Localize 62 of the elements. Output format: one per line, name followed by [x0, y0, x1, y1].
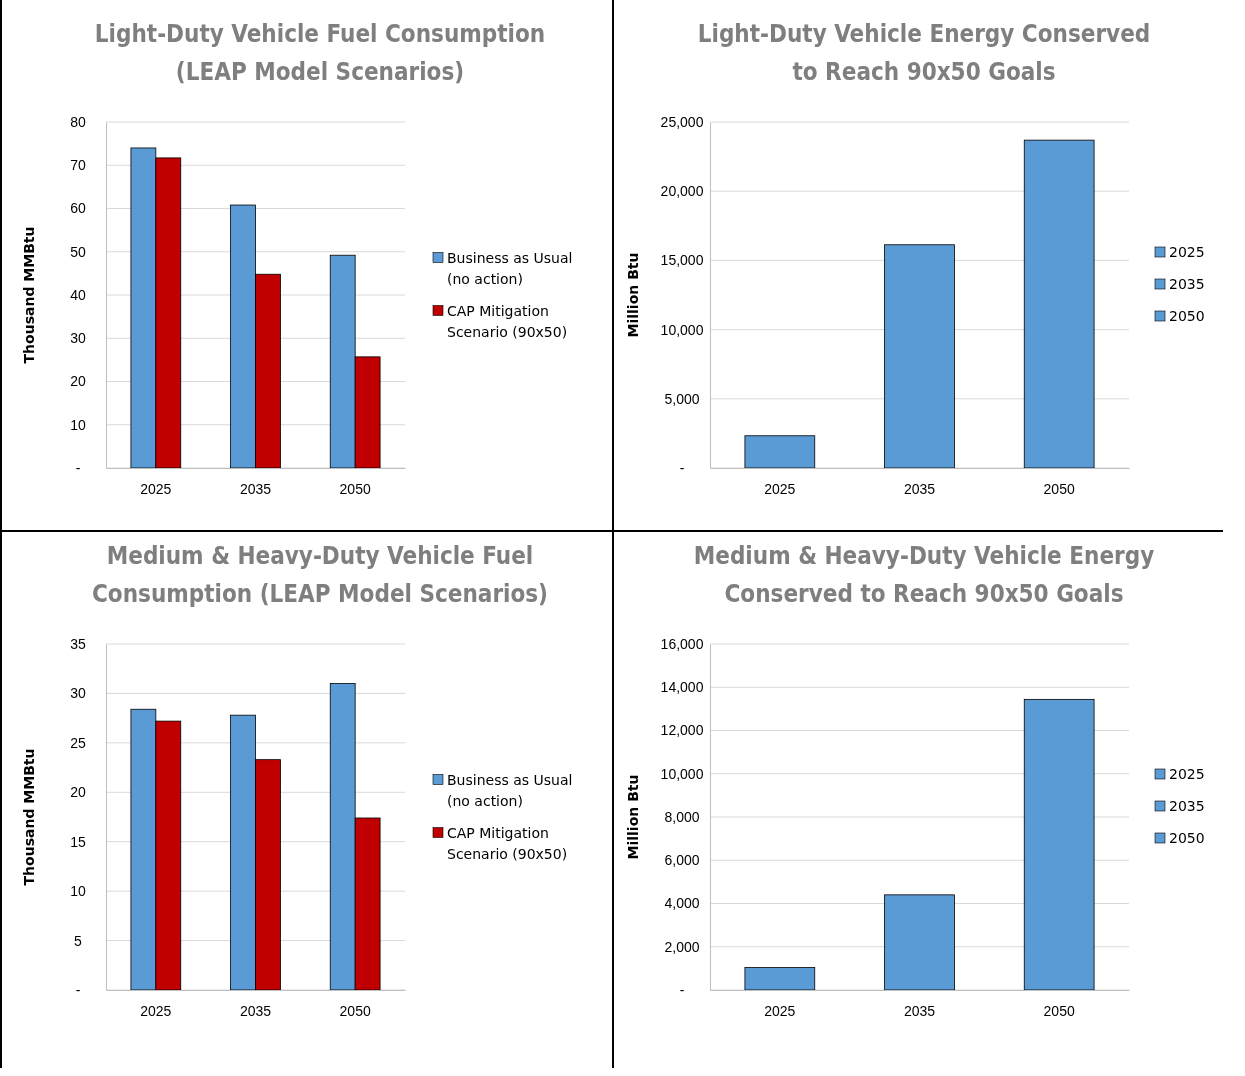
y-tick-label: -	[75, 459, 81, 476]
y-tick-label: 20	[70, 373, 86, 390]
chart-title: Medium & Heavy-Duty Vehicle Fuel Consumption (LEAP Model Scenarios)	[92, 542, 548, 608]
y-tick-label: 20	[70, 784, 86, 801]
y-tick-label: 40	[70, 286, 86, 303]
y-tick-label: 60	[70, 200, 86, 217]
y-tick-label: 10	[70, 416, 86, 433]
y-tick-label: 30	[70, 330, 86, 347]
y-tick-label: 10,000	[660, 765, 704, 782]
x-tick-label: 2035	[903, 1002, 936, 1019]
legend-label: CAP Mitigation Scenario (90x50)	[447, 824, 568, 862]
legend-label: 2050	[1169, 308, 1205, 324]
y-tick-label: 15,000	[660, 252, 704, 269]
legend-label: Business as Usual (no action)	[447, 249, 573, 287]
y-tick-label: 15	[70, 833, 86, 850]
x-tick-label: 2050	[339, 480, 371, 497]
legend-label: 2025	[1169, 244, 1205, 260]
y-axis-title: Million Btu	[625, 774, 641, 860]
y-tick-label: 35	[70, 635, 86, 652]
y-tick-label: 80	[70, 113, 86, 130]
x-tick-label: 2035	[239, 480, 272, 497]
y-tick-label: -	[679, 981, 685, 998]
x-tick-label: 2025	[764, 1002, 796, 1019]
y-tick-label: 70	[70, 157, 86, 174]
legend-label: CAP Mitigation Scenario (90x50)	[447, 302, 568, 340]
y-tick-label: 25	[70, 734, 86, 751]
x-tick-label: 2050	[1043, 1002, 1075, 1019]
x-tick-label: 2050	[339, 1002, 371, 1019]
legend-label: Business as Usual (no action)	[447, 771, 573, 809]
y-tick-label: -	[75, 981, 81, 998]
y-tick-label: 4,000	[664, 895, 700, 912]
legend-label: 2050	[1169, 830, 1205, 846]
x-tick-label: 2035	[239, 1002, 272, 1019]
chart-title: Light-Duty Vehicle Fuel Consumption (LEAP Model Scenarios)	[94, 20, 546, 86]
x-tick-label: 2025	[764, 480, 796, 497]
x-tick-label: 2025	[140, 1002, 172, 1019]
chart-title: Light-Duty Vehicle Energy Conserved to Reach 90x50 Goals	[697, 20, 1151, 86]
y-tick-label: 10	[70, 883, 86, 900]
y-tick-label: 50	[70, 243, 86, 260]
x-tick-label: 2025	[140, 480, 172, 497]
legend-label: 2035	[1169, 276, 1205, 292]
y-tick-label: 12,000	[660, 722, 704, 739]
y-axis-title: Million Btu	[625, 252, 641, 338]
y-tick-label: 5	[74, 932, 83, 949]
y-tick-label: 25,000	[660, 113, 704, 130]
y-tick-label: 8,000	[664, 808, 700, 825]
y-tick-label: 20,000	[660, 183, 704, 200]
y-axis-title: Thousand MMBtu	[21, 748, 37, 886]
y-tick-label: 5,000	[664, 390, 700, 407]
x-tick-label: 2050	[1043, 480, 1075, 497]
x-tick-label: 2035	[903, 480, 936, 497]
y-tick-label: 6,000	[664, 852, 700, 869]
y-tick-label: 16,000	[660, 635, 704, 652]
legend-label: 2035	[1169, 798, 1205, 814]
chart-title: Medium & Heavy-Duty Vehicle Energy Conserved to Reach 90x50 Goals	[693, 542, 1155, 608]
y-tick-label: -	[679, 459, 685, 476]
y-axis-title: Thousand MMBtu	[21, 226, 37, 364]
y-tick-label: 14,000	[660, 679, 704, 696]
legend-label: 2025	[1169, 766, 1205, 782]
y-tick-label: 2,000	[664, 938, 700, 955]
y-tick-label: 30	[70, 685, 86, 702]
y-tick-label: 10,000	[660, 321, 704, 338]
